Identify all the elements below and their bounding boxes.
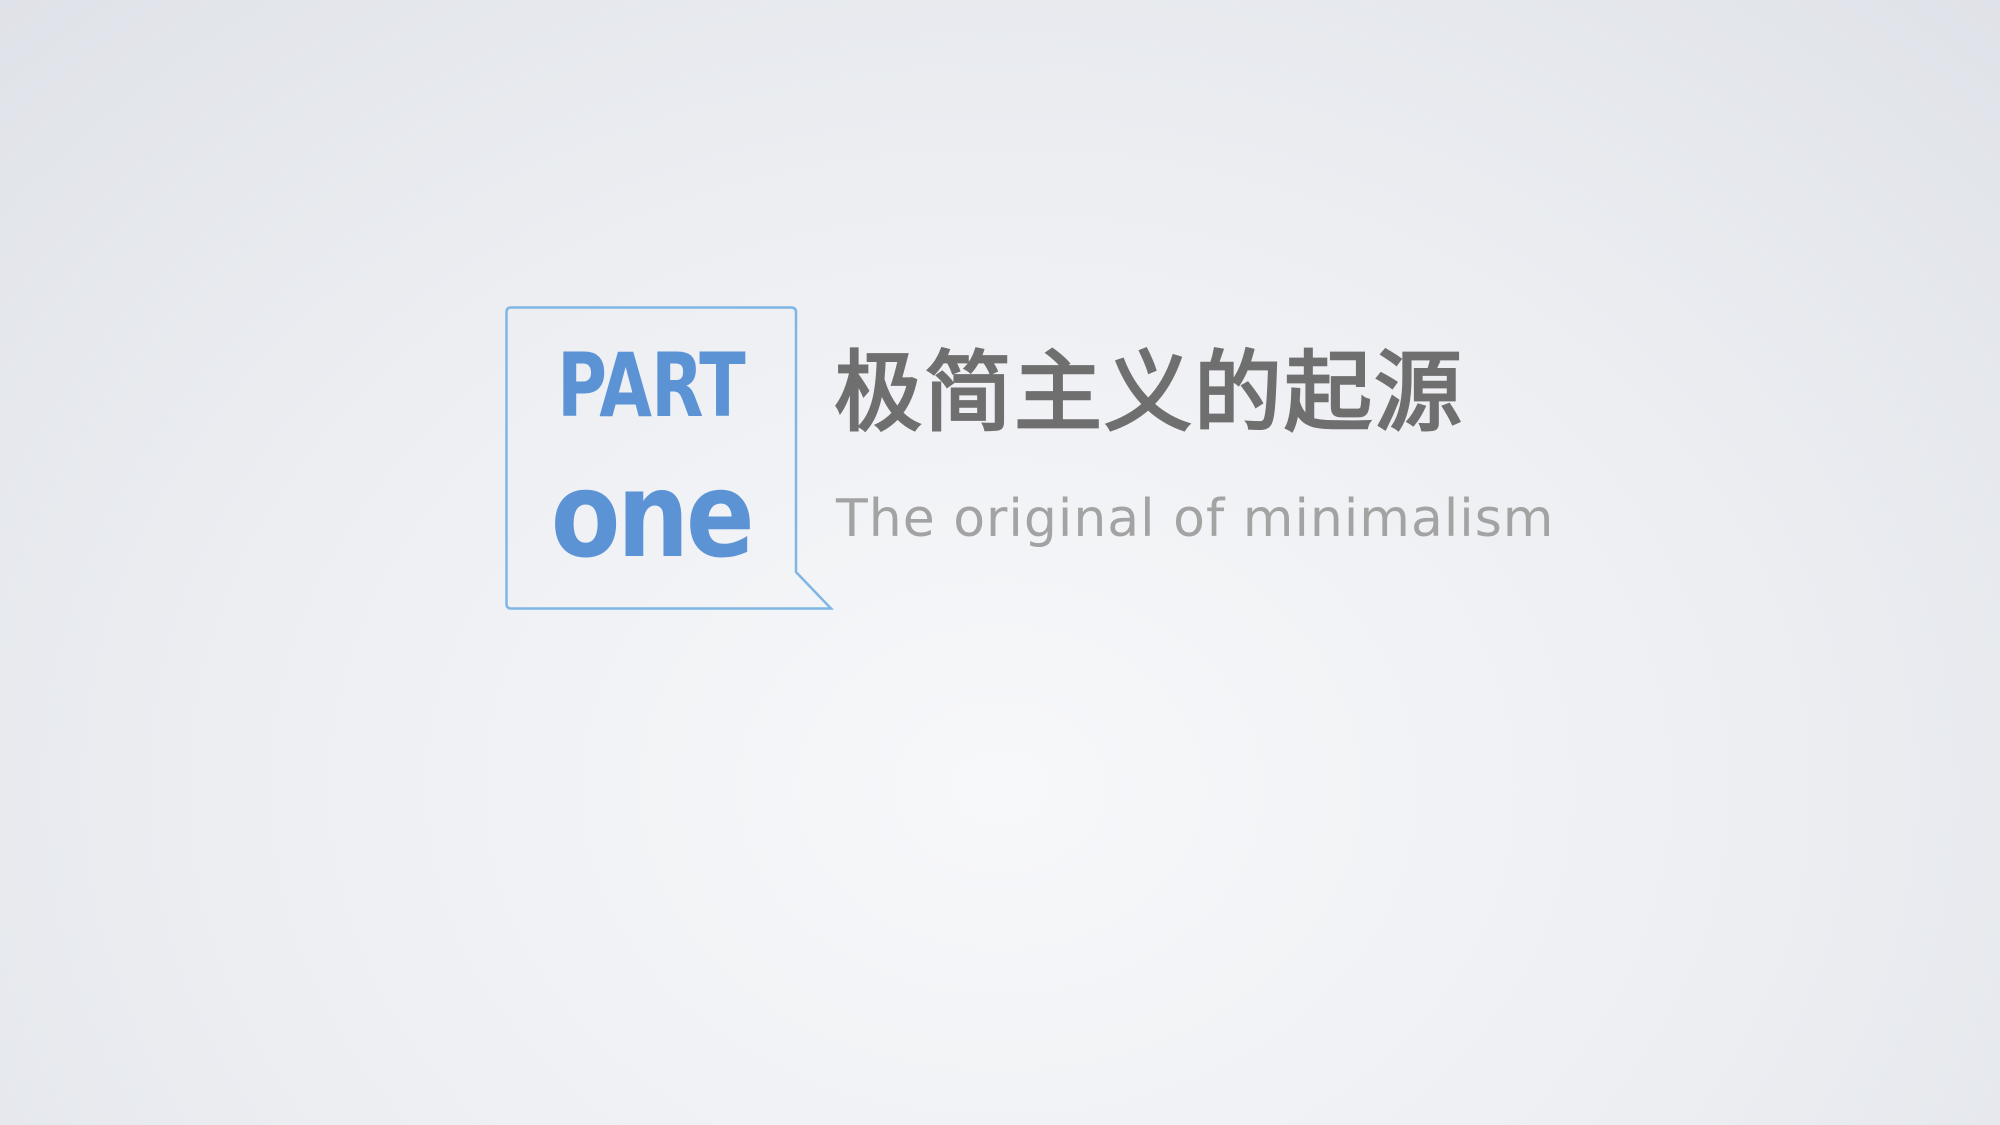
section-subtitle: The original of minimalism: [836, 489, 1555, 549]
part-number: one: [550, 446, 755, 584]
section-title: 极简主义的起源: [834, 341, 1465, 444]
speech-bubble-outline-icon: [505, 306, 834, 610]
part-badge: PART one: [505, 306, 834, 610]
part-label: PART: [557, 334, 746, 437]
